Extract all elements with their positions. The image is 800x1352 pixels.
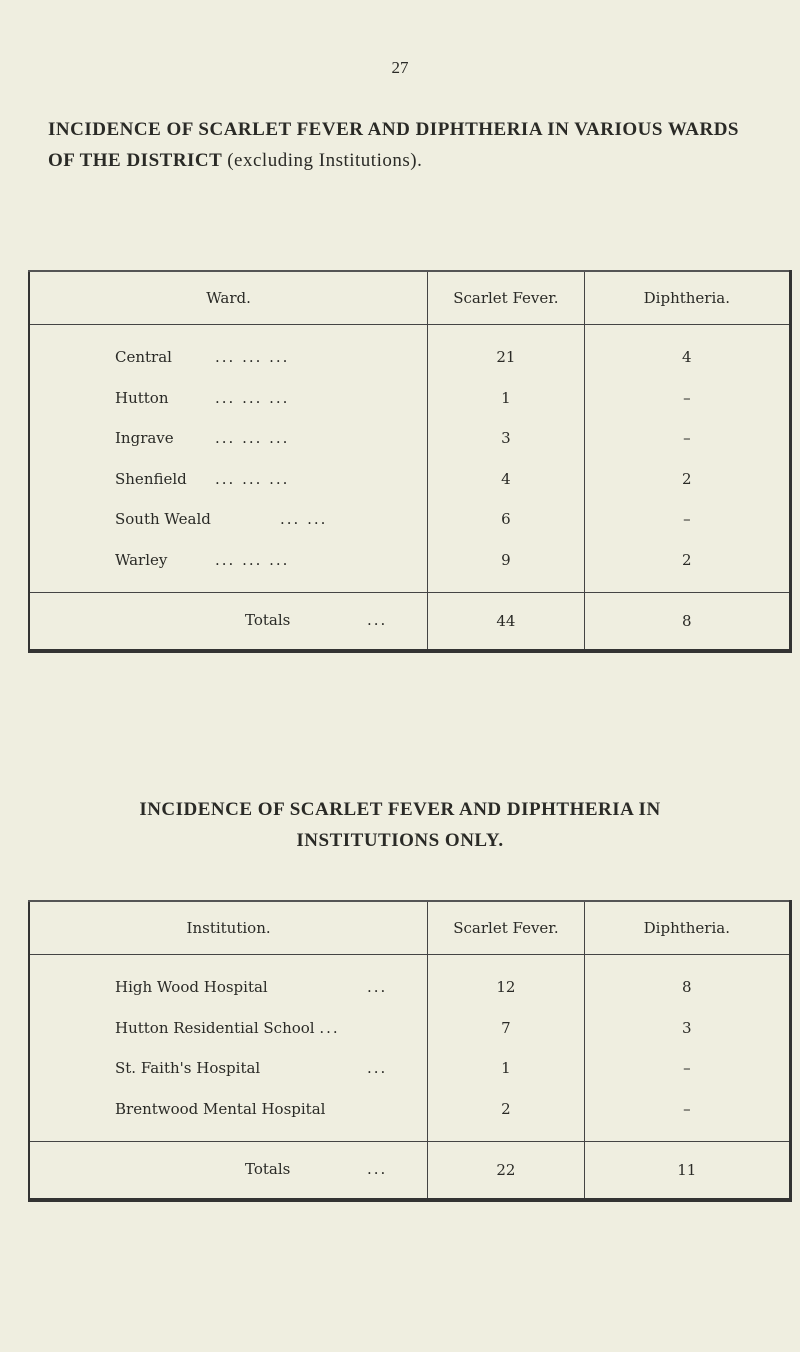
table-row: Hutton Residential School ... 7 3	[29, 1007, 791, 1048]
totals-row: Totals... 44 8	[29, 592, 791, 651]
table-row: South Weald ... ... 6 –	[29, 499, 791, 540]
scarlet-value: 2	[427, 1088, 585, 1142]
table-row: Central ... ... ... 21 4	[29, 324, 791, 378]
header-scarlet-fever: Scarlet Fever.	[427, 901, 585, 955]
leader-dots: ...	[367, 1160, 388, 1178]
scarlet-value: 21	[427, 324, 585, 378]
ward-name: Ingrave	[115, 429, 174, 448]
scarlet-total: 22	[427, 1141, 585, 1200]
leader-dots: ... ... ...	[215, 348, 290, 367]
table-row: St. Faith's Hospital... 1 –	[29, 1048, 791, 1089]
diphtheria-value: 2	[583, 458, 791, 499]
scarlet-value: 4	[427, 458, 585, 499]
table2-title: INCIDENCE OF SCARLET FEVER AND DIPHTHERI…	[0, 794, 800, 856]
institutions-table: Institution. Scarlet Fever. Diphtheria. …	[28, 900, 792, 1202]
leader-dots: ...	[367, 1059, 388, 1078]
table-row: Shenfield ... ... ... 4 2	[29, 458, 791, 499]
diphtheria-value: –	[583, 499, 791, 540]
scarlet-value: 12	[427, 954, 585, 1008]
wards-table: Ward. Scarlet Fever. Diphtheria. Central…	[28, 270, 792, 653]
institution-name: St. Faith's Hospital	[115, 1059, 261, 1078]
table1-title-main: INCIDENCE OF SCARLET FEVER AND DIPHTHERI…	[48, 119, 739, 171]
leader-dots: ... ... ...	[215, 469, 290, 488]
institution-name: High Wood Hospital	[115, 978, 268, 997]
scarlet-value: 9	[427, 539, 585, 593]
diphtheria-value: –	[583, 1048, 791, 1089]
table-header-row: Ward. Scarlet Fever. Diphtheria.	[29, 271, 791, 325]
table1-title: INCIDENCE OF SCARLET FEVER AND DIPHTHERI…	[48, 114, 768, 176]
diphtheria-value: 3	[583, 1007, 791, 1048]
ward-name: South Weald	[115, 510, 211, 529]
table-row: Warley ... ... ... 9 2	[29, 539, 791, 593]
leader-dots: ...	[319, 1018, 340, 1037]
header-diphtheria: Diphtheria.	[583, 271, 791, 325]
header-scarlet-fever: Scarlet Fever.	[427, 271, 585, 325]
ward-name: Warley	[115, 550, 168, 569]
totals-label: Totals	[245, 611, 291, 629]
diphtheria-total: 11	[583, 1141, 791, 1200]
scarlet-value: 3	[427, 418, 585, 459]
header-institution: Institution.	[29, 901, 428, 955]
table2-title-line1: INCIDENCE OF SCARLET FEVER AND DIPHTHERI…	[139, 799, 661, 820]
totals-label: Totals	[245, 1160, 291, 1178]
page-number: 27	[391, 58, 409, 77]
diphtheria-value: 2	[583, 539, 791, 593]
leader-dots: ... ... ...	[215, 388, 290, 407]
diphtheria-value: –	[583, 1088, 791, 1142]
leader-dots: ... ... ...	[215, 550, 290, 569]
leader-dots: ... ... ...	[215, 429, 290, 448]
ward-name: Hutton	[115, 388, 169, 407]
table1-title-note: (excluding Institutions).	[227, 150, 423, 171]
diphtheria-value: –	[583, 377, 791, 418]
table-header-row: Institution. Scarlet Fever. Diphtheria.	[29, 901, 791, 955]
diphtheria-total: 8	[583, 592, 791, 651]
leader-dots: ...	[367, 978, 388, 997]
table2-title-line2: INSTITUTIONS ONLY.	[296, 830, 504, 851]
totals-row: Totals... 22 11	[29, 1141, 791, 1200]
scarlet-value: 7	[427, 1007, 585, 1048]
ward-name: Central	[115, 348, 172, 367]
scarlet-total: 44	[427, 592, 585, 651]
table-row: Brentwood Mental Hospital 2 –	[29, 1088, 791, 1142]
leader-dots: ... ...	[280, 510, 328, 529]
ward-name: Shenfield	[115, 469, 187, 488]
header-diphtheria: Diphtheria.	[583, 901, 791, 955]
scarlet-value: 6	[427, 499, 585, 540]
institution-name: Brentwood Mental Hospital	[115, 1099, 326, 1118]
scarlet-value: 1	[427, 1048, 585, 1089]
table-row: High Wood Hospital... 12 8	[29, 954, 791, 1008]
scarlet-value: 1	[427, 377, 585, 418]
leader-dots: ...	[367, 611, 388, 629]
institution-name: Hutton Residential School	[115, 1018, 315, 1037]
diphtheria-value: –	[583, 418, 791, 459]
table-row: Hutton ... ... ... 1 –	[29, 377, 791, 418]
table-row: Ingrave ... ... ... 3 –	[29, 418, 791, 459]
diphtheria-value: 8	[583, 954, 791, 1008]
header-ward: Ward.	[29, 271, 428, 325]
diphtheria-value: 4	[583, 324, 791, 378]
